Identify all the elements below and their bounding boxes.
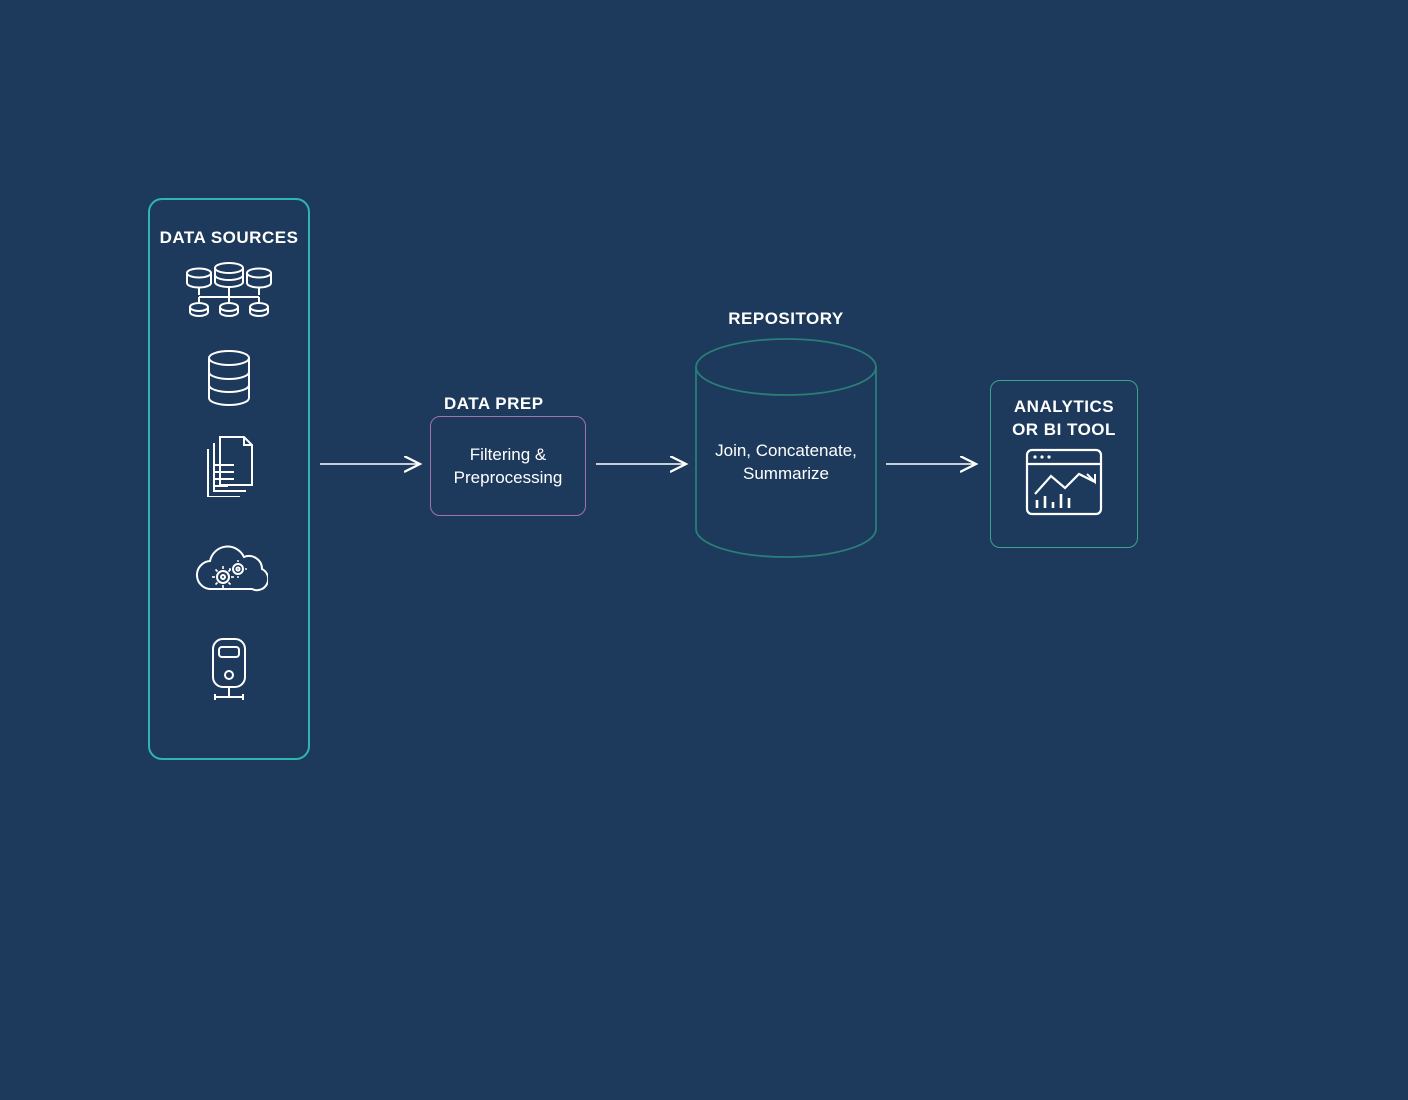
node-repository-label: REPOSITORY [686, 309, 886, 329]
dashboard-chart-icon [1025, 448, 1103, 516]
node-data-sources-label: DATA SOURCES [148, 228, 310, 248]
node-data-prep-body: Filtering & Preprocessing [430, 444, 586, 490]
cloud-gears-icon [190, 541, 268, 599]
server-icon [207, 637, 251, 707]
node-repository-body: Join, Concatenate, Summarize [686, 440, 886, 486]
distributed-database-icon [179, 261, 279, 319]
documents-icon [200, 435, 258, 497]
database-icon [204, 350, 254, 406]
diagram-canvas: DATA SOURCES [0, 0, 1408, 1100]
node-data-prep-label: DATA PREP [430, 394, 600, 414]
node-analytics-label: ANALYTICS OR BI TOOL [990, 396, 1138, 442]
